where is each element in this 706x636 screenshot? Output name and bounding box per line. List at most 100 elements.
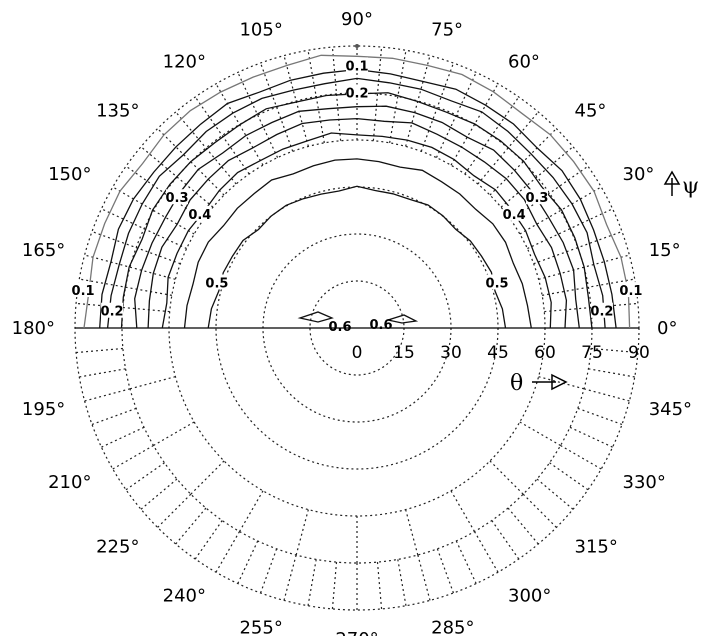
spoke-outer-200 <box>91 407 137 426</box>
angle-tick-240: 240° <box>163 586 206 607</box>
angle-tick-300: 300° <box>508 586 551 607</box>
spoke-outer-220 <box>140 478 178 510</box>
spoke-upper-45 <box>489 128 557 196</box>
spoke-mid-255 <box>295 509 309 556</box>
theta-axis-symbol: θ <box>510 371 523 396</box>
contour-label-bg <box>205 274 228 290</box>
radial-tick-45: 45 <box>487 343 509 363</box>
angle-tick-165: 165° <box>22 240 65 261</box>
contour-label-0.4-1: 0.4 <box>503 208 526 223</box>
psi-arrow-icon <box>663 170 681 196</box>
contour-label-0.1-2: 0.1 <box>619 284 642 299</box>
spoke-upper-80 <box>389 50 407 143</box>
peak-label-0: 0.6 <box>328 320 351 335</box>
spoke-outer-215 <box>125 462 165 491</box>
angle-tick-45: 45° <box>575 100 607 121</box>
angle-tick-75: 75° <box>431 19 463 40</box>
spoke-outer-225 <box>157 493 192 528</box>
angle-tick-210: 210° <box>48 472 91 493</box>
angle-tick-120: 120° <box>163 51 206 72</box>
chart-labels: 0° 15° 30° 45° 60° 75° 90° 105° 120° 135° 150° 165°… <box>12 9 692 636</box>
spoke-outer-335 <box>569 426 613 448</box>
peak-contour-left <box>297 311 334 323</box>
spoke-upper-110 <box>259 62 294 152</box>
contour-label-0.2-0: 0.2 <box>345 86 368 101</box>
spoke-upper-150 <box>112 186 195 235</box>
spoke-upper-95 <box>331 47 342 141</box>
angle-tick-285: 285° <box>431 618 474 636</box>
angle-tick-0: 0° <box>657 318 677 339</box>
angle-tick-105: 105° <box>239 19 282 40</box>
spoke-upper-160 <box>91 230 181 265</box>
angle-tick-135: 135° <box>96 100 139 121</box>
spoke-upper-65 <box>435 72 477 158</box>
contour-level-0.4 <box>161 132 552 329</box>
spoke-outer-275 <box>376 562 383 609</box>
spoke-outer-280 <box>397 559 407 606</box>
radial-tick-0: 0 <box>352 343 363 363</box>
spoke-outer-340 <box>577 407 623 426</box>
angle-tick-30: 30° <box>623 164 655 185</box>
peak-label-1: 0.6 <box>369 318 392 333</box>
top-marker <box>355 44 359 48</box>
spoke-mid-225 <box>190 460 225 495</box>
spoke-outer-310 <box>507 507 539 545</box>
spoke-outer-325 <box>549 462 589 491</box>
contour-label-bg <box>101 302 124 318</box>
contour-label-bg <box>346 84 368 100</box>
theta-arrow-icon <box>532 373 568 391</box>
radial-tick-60: 60 <box>534 343 556 363</box>
contour-level-0.45 <box>183 158 532 329</box>
angle-tick-225: 225° <box>96 537 139 558</box>
angle-tick-90: 90° <box>341 9 373 30</box>
spoke-mid-315 <box>489 460 524 495</box>
spoke-outer-240 <box>215 531 241 573</box>
spoke-upper-130 <box>175 111 237 185</box>
contour-label-bg <box>503 205 526 221</box>
contour-label-bg <box>166 189 189 205</box>
spoke-outer-285 <box>417 554 431 601</box>
contour-label-0.5-0: 0.5 <box>205 276 228 291</box>
spoke-upper-40 <box>500 146 574 208</box>
contour-level-0.5 <box>207 185 507 329</box>
spoke-outer-245 <box>237 540 259 584</box>
radial-tick-90: 90 <box>628 343 650 363</box>
contour-label-bg <box>525 189 548 205</box>
contour-label-0.3-0: 0.3 <box>166 191 189 206</box>
spoke-upper-165 <box>84 254 176 280</box>
peak-contour-right <box>385 314 419 324</box>
contour-label-bg <box>346 57 368 73</box>
spoke-upper-30 <box>519 186 602 235</box>
spoke-outer-230 <box>175 507 207 545</box>
spoke-outer-330 <box>560 444 602 470</box>
contour-label-bg <box>188 205 211 221</box>
spoke-outer-295 <box>455 540 477 584</box>
spoke-outer-290 <box>436 548 455 594</box>
spoke-outer-185 <box>76 347 123 354</box>
spoke-upper-100 <box>307 50 325 143</box>
spoke-outer-255 <box>283 554 297 601</box>
radial-tick-15: 15 <box>393 343 415 363</box>
contour-level-0.35 <box>147 117 568 329</box>
spoke-mid-195 <box>129 376 176 390</box>
contour-label-bg <box>486 274 509 290</box>
spoke-outer-305 <box>491 520 520 560</box>
spoke-upper-155 <box>101 208 187 250</box>
angle-tick-195: 195° <box>22 399 65 420</box>
spoke-outer-350 <box>588 368 635 378</box>
contour-level-0.2 <box>106 77 606 329</box>
contour-label-0.1-0: 0.1 <box>345 59 368 74</box>
contour-label-0.2-1: 0.2 <box>101 305 124 320</box>
spoke-outer-345 <box>583 388 630 402</box>
spoke-outer-205 <box>101 426 145 448</box>
contour-label-0.2-2: 0.2 <box>590 305 613 320</box>
spoke-upper-115 <box>237 72 279 158</box>
spoke-outer-315 <box>522 493 557 528</box>
radial-tick-30: 30 <box>440 343 462 363</box>
spoke-outer-235 <box>194 520 223 560</box>
contour-level-0.3 <box>134 105 580 329</box>
contour-label-0.1-1: 0.1 <box>72 284 95 299</box>
angle-tick-180: 180° <box>12 318 55 339</box>
radial-tick-75: 75 <box>581 343 603 363</box>
